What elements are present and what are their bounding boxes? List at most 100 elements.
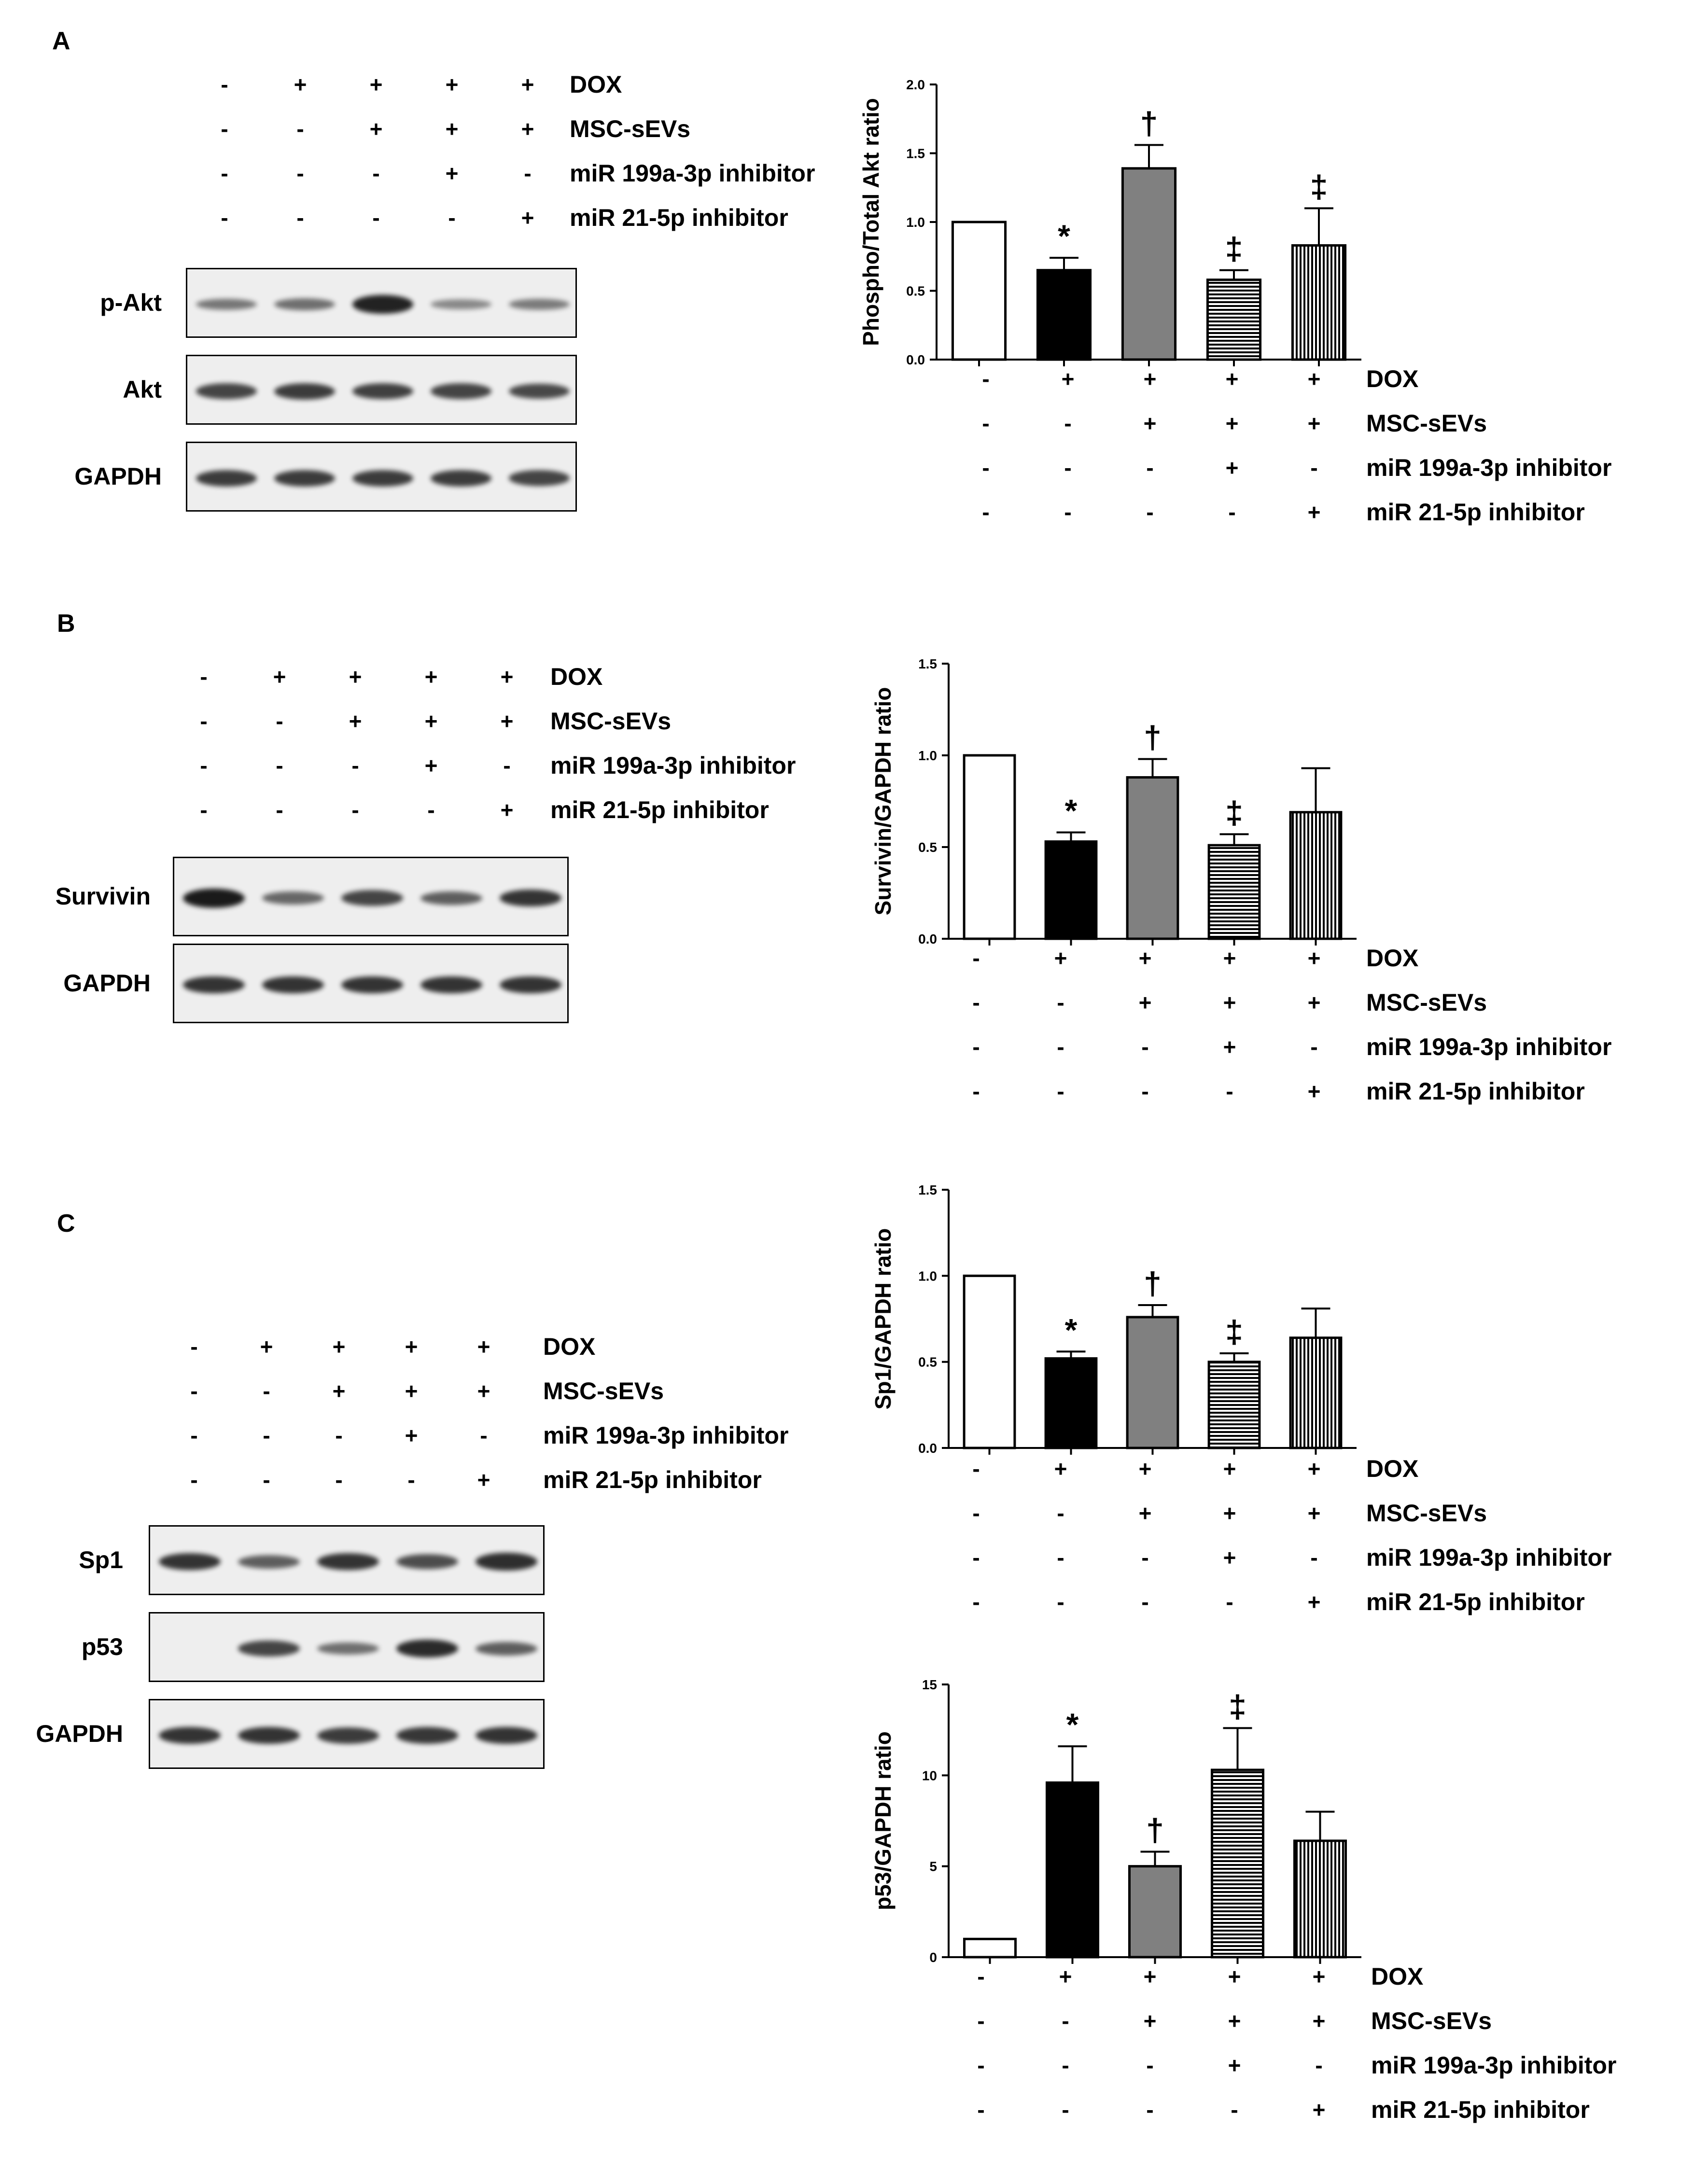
condition-symbol: + xyxy=(445,161,459,186)
condition-symbol: - xyxy=(1062,2053,1069,2078)
condition-symbol: - xyxy=(296,116,304,141)
condition-label: miR 199a-3p inhibitor xyxy=(1371,2052,1617,2079)
condition-label: MSC-sEVs xyxy=(1366,410,1487,437)
condition-symbol: + xyxy=(521,72,534,97)
significance-marker: * xyxy=(1065,793,1078,829)
condition-label: DOX xyxy=(1366,945,1419,972)
blot-band xyxy=(262,976,324,994)
condition-symbol: - xyxy=(1310,1034,1318,1059)
y-tick-label: 1.5 xyxy=(906,146,925,161)
significance-marker: ‡ xyxy=(1310,169,1328,205)
condition-symbol: + xyxy=(424,709,438,734)
condition-symbol: + xyxy=(1223,1545,1236,1570)
condition-symbol: - xyxy=(1146,2097,1154,2122)
blot-image xyxy=(186,268,577,338)
panel-letter-c: C xyxy=(57,1210,75,1238)
condition-symbol: + xyxy=(1228,2008,1241,2033)
blot-band xyxy=(238,1555,300,1569)
blot-label: GAPDH xyxy=(36,1720,123,1747)
condition-symbol: - xyxy=(200,797,208,822)
bar xyxy=(963,754,1016,940)
condition-symbol: - xyxy=(1146,2053,1154,2078)
blot-label: p-Akt xyxy=(100,289,162,316)
condition-symbol: - xyxy=(263,1423,270,1448)
condition-symbol: + xyxy=(405,1423,418,1448)
condition-symbol: - xyxy=(977,2053,985,2078)
condition-symbol: + xyxy=(1054,946,1067,971)
condition-symbol: - xyxy=(335,1467,343,1492)
condition-symbol: + xyxy=(1312,2008,1326,2033)
bar xyxy=(1289,1336,1343,1449)
y-tick-label: 2.0 xyxy=(906,77,925,92)
panel-letter-b: B xyxy=(57,610,75,638)
blot-band xyxy=(476,1553,537,1571)
y-tick-label: 0.5 xyxy=(918,840,937,855)
blot-label: GAPDH xyxy=(74,462,162,490)
condition-symbol: + xyxy=(1228,2053,1241,2078)
bar xyxy=(1289,811,1343,940)
condition-symbol: + xyxy=(349,709,362,734)
blot-band xyxy=(500,889,561,907)
condition-symbol: - xyxy=(335,1423,343,1448)
condition-symbol: - xyxy=(1062,2008,1069,2033)
y-tick-label: 10 xyxy=(922,1768,937,1783)
condition-symbol: - xyxy=(1062,2097,1069,2122)
condition-label: MSC-sEVs xyxy=(550,708,672,735)
condition-symbol: + xyxy=(260,1334,273,1359)
condition-label: MSC-sEVs xyxy=(1366,1500,1487,1527)
y-tick-label: 1.5 xyxy=(918,1182,937,1197)
condition-symbol: + xyxy=(1307,500,1321,525)
condition-symbol: + xyxy=(1223,990,1236,1015)
condition-symbol: + xyxy=(500,797,514,822)
condition-symbol: - xyxy=(190,1423,198,1448)
y-axis-label: p53/GAPDH ratio xyxy=(870,1731,896,1910)
condition-label: DOX xyxy=(1366,365,1419,392)
condition-symbol: - xyxy=(1146,500,1154,525)
condition-symbol: + xyxy=(369,72,383,97)
condition-symbol: + xyxy=(1138,946,1152,971)
condition-symbol: - xyxy=(972,1545,980,1570)
blot-band xyxy=(196,470,257,487)
blot-band xyxy=(238,1726,300,1744)
condition-symbol: - xyxy=(982,455,990,480)
y-tick-label: 0.5 xyxy=(906,284,925,299)
condition-symbol: - xyxy=(1310,455,1318,480)
condition-symbol: - xyxy=(1141,1079,1149,1104)
bar xyxy=(1121,167,1177,361)
bar xyxy=(1045,1781,1100,1959)
blot-image xyxy=(173,857,569,936)
significance-marker: † xyxy=(1144,1266,1162,1301)
significance-marker: * xyxy=(1058,218,1070,254)
bar xyxy=(1044,1357,1098,1449)
condition-symbol: - xyxy=(524,161,532,186)
y-tick-label: 0.5 xyxy=(918,1355,937,1370)
condition-symbol: + xyxy=(1307,1501,1321,1526)
y-tick-label: 1.0 xyxy=(918,1268,937,1283)
condition-symbol: - xyxy=(982,366,990,391)
condition-symbol: + xyxy=(477,1378,490,1404)
condition-symbol: - xyxy=(972,990,980,1015)
y-tick-label: 1.0 xyxy=(906,215,925,230)
bar xyxy=(1207,844,1261,940)
condition-symbol: - xyxy=(296,161,304,186)
blot-band xyxy=(262,891,324,904)
blot-band xyxy=(500,976,561,994)
condition-label: miR 199a-3p inhibitor xyxy=(543,1422,789,1449)
blot-band xyxy=(396,1727,458,1744)
bar xyxy=(1293,1839,1347,1959)
blot-band xyxy=(352,470,414,487)
blot-band xyxy=(396,1554,458,1569)
blot-image xyxy=(149,1612,545,1682)
condition-symbol: - xyxy=(372,161,380,186)
condition-symbol: - xyxy=(263,1467,270,1492)
blot-band xyxy=(508,299,570,310)
y-axis-label: Survivin/GAPDH ratio xyxy=(870,687,896,916)
bar xyxy=(963,1274,1016,1449)
condition-symbol: - xyxy=(190,1467,198,1492)
condition-symbol: + xyxy=(332,1378,346,1404)
condition-symbol: - xyxy=(263,1378,270,1404)
significance-marker: ‡ xyxy=(1225,231,1243,266)
condition-symbol: - xyxy=(200,664,208,689)
condition-symbol: - xyxy=(190,1378,198,1404)
condition-symbol: + xyxy=(1307,990,1321,1015)
